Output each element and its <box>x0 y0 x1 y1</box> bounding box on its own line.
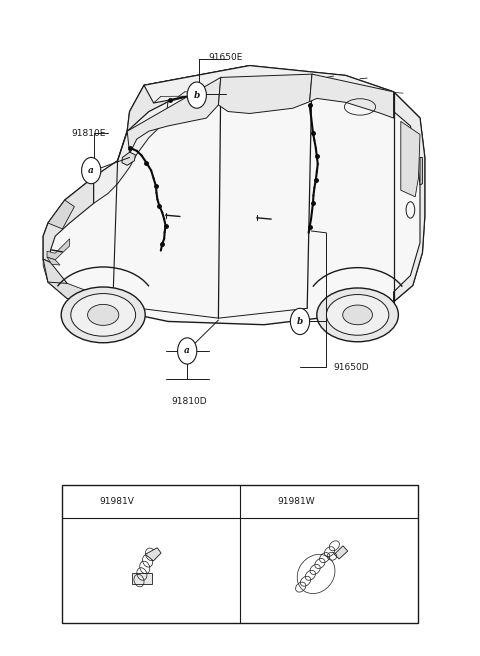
Ellipse shape <box>87 304 119 325</box>
Ellipse shape <box>326 295 389 335</box>
Text: 91981V: 91981V <box>100 497 135 506</box>
Ellipse shape <box>71 294 136 336</box>
Polygon shape <box>43 66 425 325</box>
Text: 91810D: 91810D <box>172 397 207 406</box>
Circle shape <box>178 338 197 364</box>
Polygon shape <box>144 66 420 118</box>
Polygon shape <box>127 77 221 154</box>
Polygon shape <box>145 548 161 561</box>
Text: 91650E: 91650E <box>208 53 243 62</box>
Polygon shape <box>43 259 67 283</box>
Polygon shape <box>122 152 135 165</box>
Circle shape <box>254 490 272 514</box>
Text: 91810E: 91810E <box>72 129 106 138</box>
Polygon shape <box>334 546 348 559</box>
Bar <box>62 485 418 623</box>
Polygon shape <box>43 259 106 308</box>
Polygon shape <box>43 177 94 262</box>
Polygon shape <box>394 92 425 302</box>
Ellipse shape <box>343 305 372 325</box>
Circle shape <box>290 308 310 335</box>
Polygon shape <box>420 157 422 185</box>
Ellipse shape <box>317 288 398 342</box>
Polygon shape <box>94 102 168 203</box>
Circle shape <box>187 82 206 108</box>
Text: a: a <box>88 166 94 175</box>
Polygon shape <box>218 74 312 113</box>
Polygon shape <box>48 200 74 229</box>
Polygon shape <box>401 121 420 197</box>
Polygon shape <box>47 257 60 265</box>
Text: 91981W: 91981W <box>277 497 315 506</box>
Circle shape <box>77 490 94 514</box>
Polygon shape <box>132 573 153 584</box>
Polygon shape <box>310 74 394 118</box>
Text: 91650D: 91650D <box>334 363 369 372</box>
Polygon shape <box>127 66 250 131</box>
Ellipse shape <box>61 287 145 342</box>
Circle shape <box>82 157 101 184</box>
Text: b: b <box>260 498 266 506</box>
Text: a: a <box>184 346 190 356</box>
Text: b: b <box>193 91 200 100</box>
Text: a: a <box>83 498 88 506</box>
Polygon shape <box>47 239 70 260</box>
Text: b: b <box>297 317 303 326</box>
